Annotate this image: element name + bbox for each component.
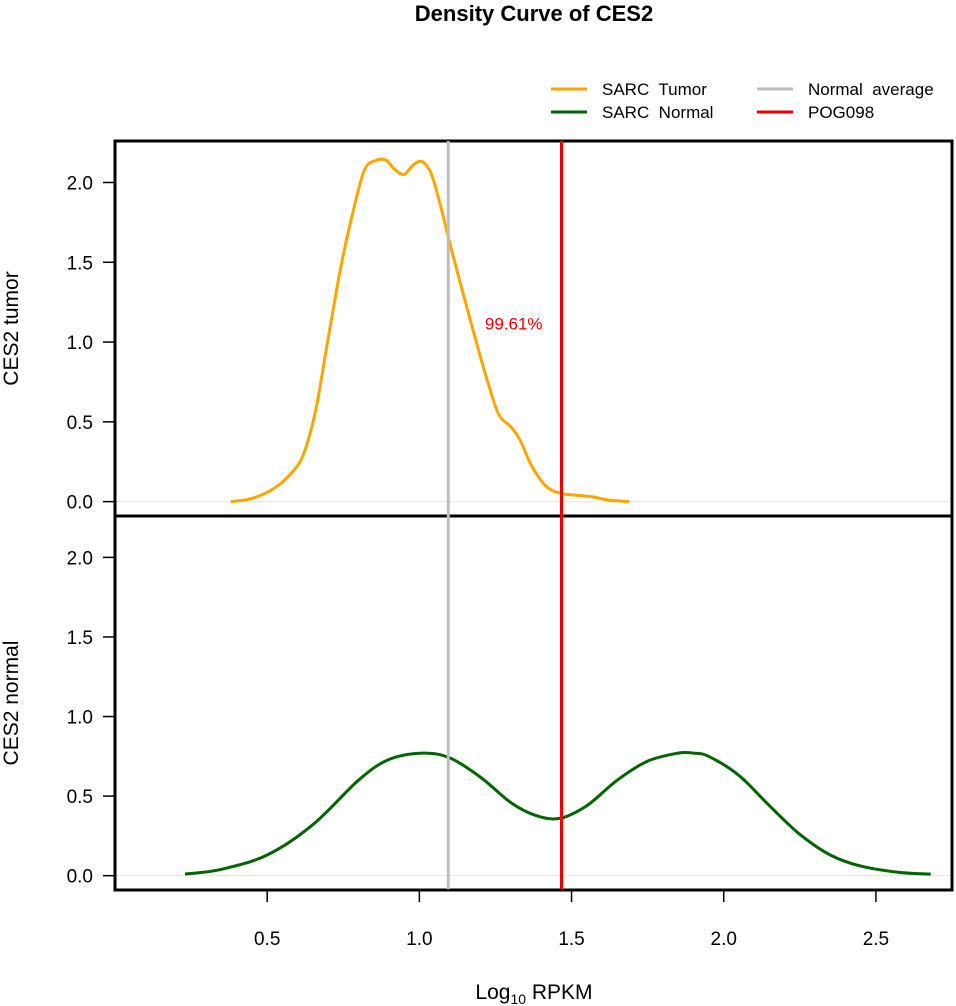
legend-label: POG098 — [808, 103, 874, 122]
percentile-annotation: 99.61% — [485, 314, 543, 333]
tumor-y-tick-label: 0.5 — [67, 413, 93, 434]
x-axis-title-main: Log — [475, 981, 510, 1004]
normal-y-tick-label: 0.0 — [67, 867, 93, 888]
tumor-y-tick-label: 1.0 — [67, 333, 93, 354]
x-axis: 0.5 1.0 1.5 2.0 2.5 — [254, 889, 889, 950]
normal-panel-frame — [113, 514, 954, 892]
normal-y-tick-label: 1.5 — [67, 628, 93, 649]
legend-label: SARC Tumor — [602, 80, 707, 99]
reference-lines — [446, 141, 564, 890]
x-tick-label: 2.5 — [863, 929, 889, 950]
tumor-y-tick-label: 2.0 — [67, 173, 93, 194]
tumor-y-axis-title: CES2 tumor — [0, 271, 23, 385]
x-axis-title-rest: RPKM — [526, 981, 593, 1004]
chart-title: Density Curve of CES2 — [415, 1, 653, 26]
normal-density-curve — [184, 750, 931, 876]
normal-y-tick-label: 1.0 — [67, 708, 93, 729]
tumor-density-panel: 0.0 0.5 1.0 1.5 2.0 CES2 tumor — [0, 139, 954, 518]
legend-label: SARC Normal — [602, 103, 713, 122]
x-tick-label: 0.5 — [254, 929, 280, 950]
x-axis-title: Log10 RPKM — [475, 981, 592, 1006]
tumor-y-tick-label: 0.0 — [67, 493, 93, 514]
normal-y-tick-label: 2.0 — [67, 548, 93, 569]
legend-label: Normal average — [808, 80, 934, 99]
x-axis-title-subscript: 10 — [510, 991, 526, 1006]
legend: SARC Tumor SARC Normal Normal average POG09… — [551, 80, 934, 122]
tumor-density-curve — [230, 157, 630, 504]
x-tick-label: 1.0 — [406, 929, 432, 950]
normal-y-axis-title: CES2 normal — [0, 641, 23, 766]
normal-density-panel: 0.0 0.5 1.0 1.5 2.0 CES2 normal — [0, 514, 954, 892]
tumor-y-tick-label: 1.5 — [67, 253, 93, 274]
x-tick-label: 2.0 — [711, 929, 737, 950]
normal-y-tick-label: 0.5 — [67, 787, 93, 808]
x-tick-label: 1.5 — [558, 929, 584, 950]
